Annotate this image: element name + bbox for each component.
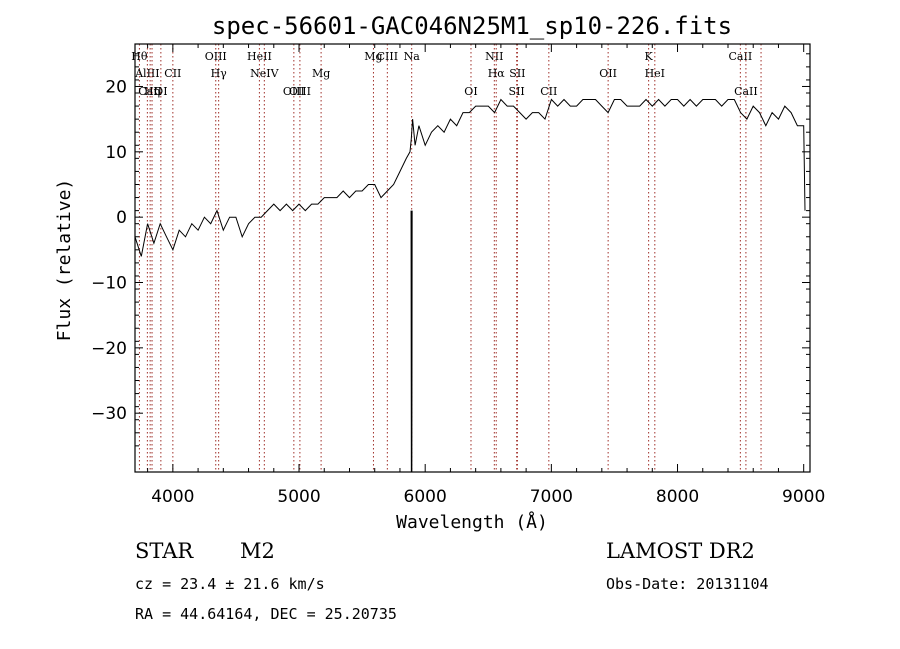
line-marker-label: OII [599, 67, 617, 80]
line-marker-label: Hγ [211, 67, 228, 80]
line-marker-label: OIII [205, 50, 227, 63]
line-marker-label: CaII [734, 85, 758, 98]
y-tick-label: 10 [105, 143, 127, 163]
spectrum-series [134, 98, 806, 473]
line-marker-label: HeII [247, 50, 272, 63]
line-marker-label: CII [540, 85, 557, 98]
spectrum-line [410, 210, 413, 473]
redshift-text: cz = 23.4 ± 21.6 km/s [135, 575, 325, 593]
line-marker-label: AlIII [134, 67, 160, 80]
line-marker-label: NeIV [250, 67, 279, 80]
object-class: STAR [135, 539, 194, 563]
line-marker-label: Na [404, 50, 421, 63]
line-marker-label: Hθ [131, 50, 148, 63]
line-marker-label: SII [509, 85, 525, 98]
line-marker-label: CII [164, 67, 181, 80]
y-tick-label: −20 [91, 339, 127, 359]
y-tick-label: 20 [105, 77, 127, 97]
line-marker-label: CaII [138, 85, 162, 98]
emission-line-markers: HθAlIIICaIIHηOICIIOIIIHγHeIINeIVOIIIOIII… [131, 44, 762, 472]
line-marker-label: OIII [289, 85, 311, 98]
x-axis-ticks: 4000 5000 6000 7000 8000 9000 [147, 44, 825, 507]
object-subclass: M2 [240, 539, 275, 563]
y-axis-label: Flux (relative) [54, 179, 75, 342]
obs-date: Obs-Date: 20131104 [606, 575, 769, 593]
line-marker-label: OI [464, 85, 477, 98]
y-axis-ticks: 20 10 0 −10 −20 −30 [91, 53, 810, 447]
survey-name: LAMOST DR2 [606, 539, 755, 563]
chart-title: spec-56601-GAC046N25M1_sp10-226.fits [212, 12, 732, 40]
line-marker-label: HeI [645, 67, 665, 80]
line-marker-label: NII [485, 50, 503, 63]
line-marker-label: Mg [364, 50, 382, 63]
coordinates: RA = 44.64164, DEC = 25.20735 [135, 605, 397, 623]
x-tick-label: 5000 [277, 487, 320, 507]
line-marker-label: Hη [144, 85, 160, 98]
x-tick-label: 8000 [656, 487, 699, 507]
line-marker-label: K [645, 50, 654, 63]
y-tick-label: 0 [116, 208, 127, 228]
x-axis-label: Wavelength (Å) [396, 511, 548, 533]
spectrum-line [134, 98, 806, 257]
line-marker-label: Hα [488, 67, 506, 80]
line-marker-label: SII [509, 67, 525, 80]
line-marker-label: CaII [729, 50, 753, 63]
x-tick-label: 6000 [404, 487, 447, 507]
x-tick-label: 7000 [530, 487, 573, 507]
x-tick-label: 9000 [782, 487, 825, 507]
y-tick-label: −30 [91, 404, 127, 424]
x-tick-label: 4000 [151, 487, 194, 507]
line-marker-label: CIII [377, 50, 398, 63]
line-marker-label: OIII [283, 85, 305, 98]
plot-area: HθAlIIICaIIHηOICIIOIIIHγHeIINeIVOIIIOIII… [91, 43, 825, 507]
y-tick-label: −10 [91, 274, 127, 294]
plot-frame [134, 43, 811, 473]
line-marker-label: OI [154, 85, 167, 98]
line-marker-label: Mg [312, 67, 330, 80]
